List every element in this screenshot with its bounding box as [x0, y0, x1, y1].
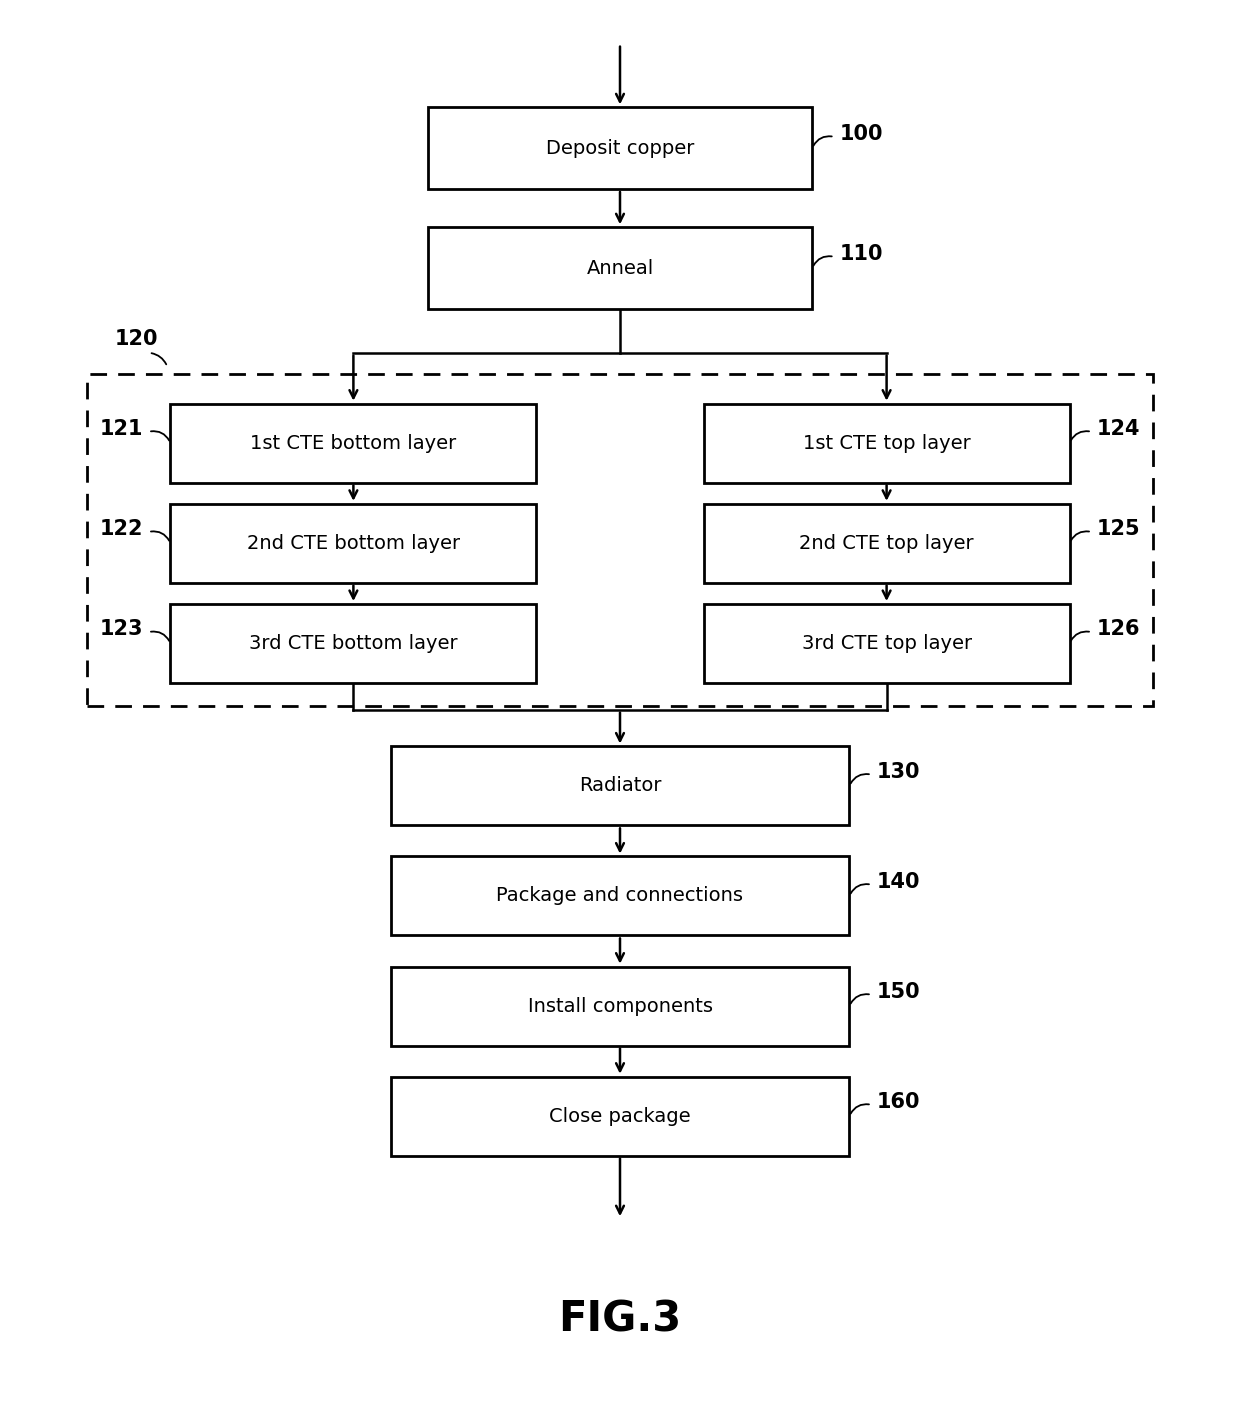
Bar [428, 107, 812, 189]
Bar [170, 604, 537, 683]
Text: 150: 150 [877, 982, 920, 1002]
Bar [170, 404, 537, 483]
Text: Close package: Close package [549, 1106, 691, 1126]
Bar [704, 604, 1069, 683]
Text: 100: 100 [839, 124, 883, 144]
Text: 3rd CTE top layer: 3rd CTE top layer [801, 634, 972, 653]
Bar [704, 504, 1069, 583]
Text: 1st CTE top layer: 1st CTE top layer [802, 433, 971, 453]
Text: 110: 110 [839, 244, 883, 264]
Text: 2nd CTE top layer: 2nd CTE top layer [800, 533, 973, 553]
Text: 122: 122 [99, 519, 144, 539]
Bar [391, 1077, 849, 1156]
Bar [428, 227, 812, 309]
Bar [391, 746, 849, 825]
Bar [87, 374, 1153, 706]
Text: 121: 121 [99, 419, 144, 439]
Text: Anneal: Anneal [587, 258, 653, 278]
Text: FIG.3: FIG.3 [558, 1298, 682, 1340]
Text: Install components: Install components [527, 996, 713, 1016]
Bar [170, 504, 537, 583]
Bar [704, 404, 1069, 483]
Text: Deposit copper: Deposit copper [546, 138, 694, 158]
Bar [391, 967, 849, 1046]
Text: Radiator: Radiator [579, 776, 661, 796]
Text: 125: 125 [1096, 519, 1141, 539]
Text: 120: 120 [114, 329, 159, 349]
Text: 130: 130 [877, 762, 920, 782]
Text: 126: 126 [1096, 619, 1141, 639]
Text: 1st CTE bottom layer: 1st CTE bottom layer [250, 433, 456, 453]
Text: 124: 124 [1096, 419, 1141, 439]
Text: 123: 123 [99, 619, 144, 639]
Text: 2nd CTE bottom layer: 2nd CTE bottom layer [247, 533, 460, 553]
Text: 3rd CTE bottom layer: 3rd CTE bottom layer [249, 634, 458, 653]
Text: 160: 160 [877, 1092, 920, 1112]
Text: 140: 140 [877, 872, 920, 892]
Bar [391, 856, 849, 935]
Text: Package and connections: Package and connections [496, 886, 744, 906]
